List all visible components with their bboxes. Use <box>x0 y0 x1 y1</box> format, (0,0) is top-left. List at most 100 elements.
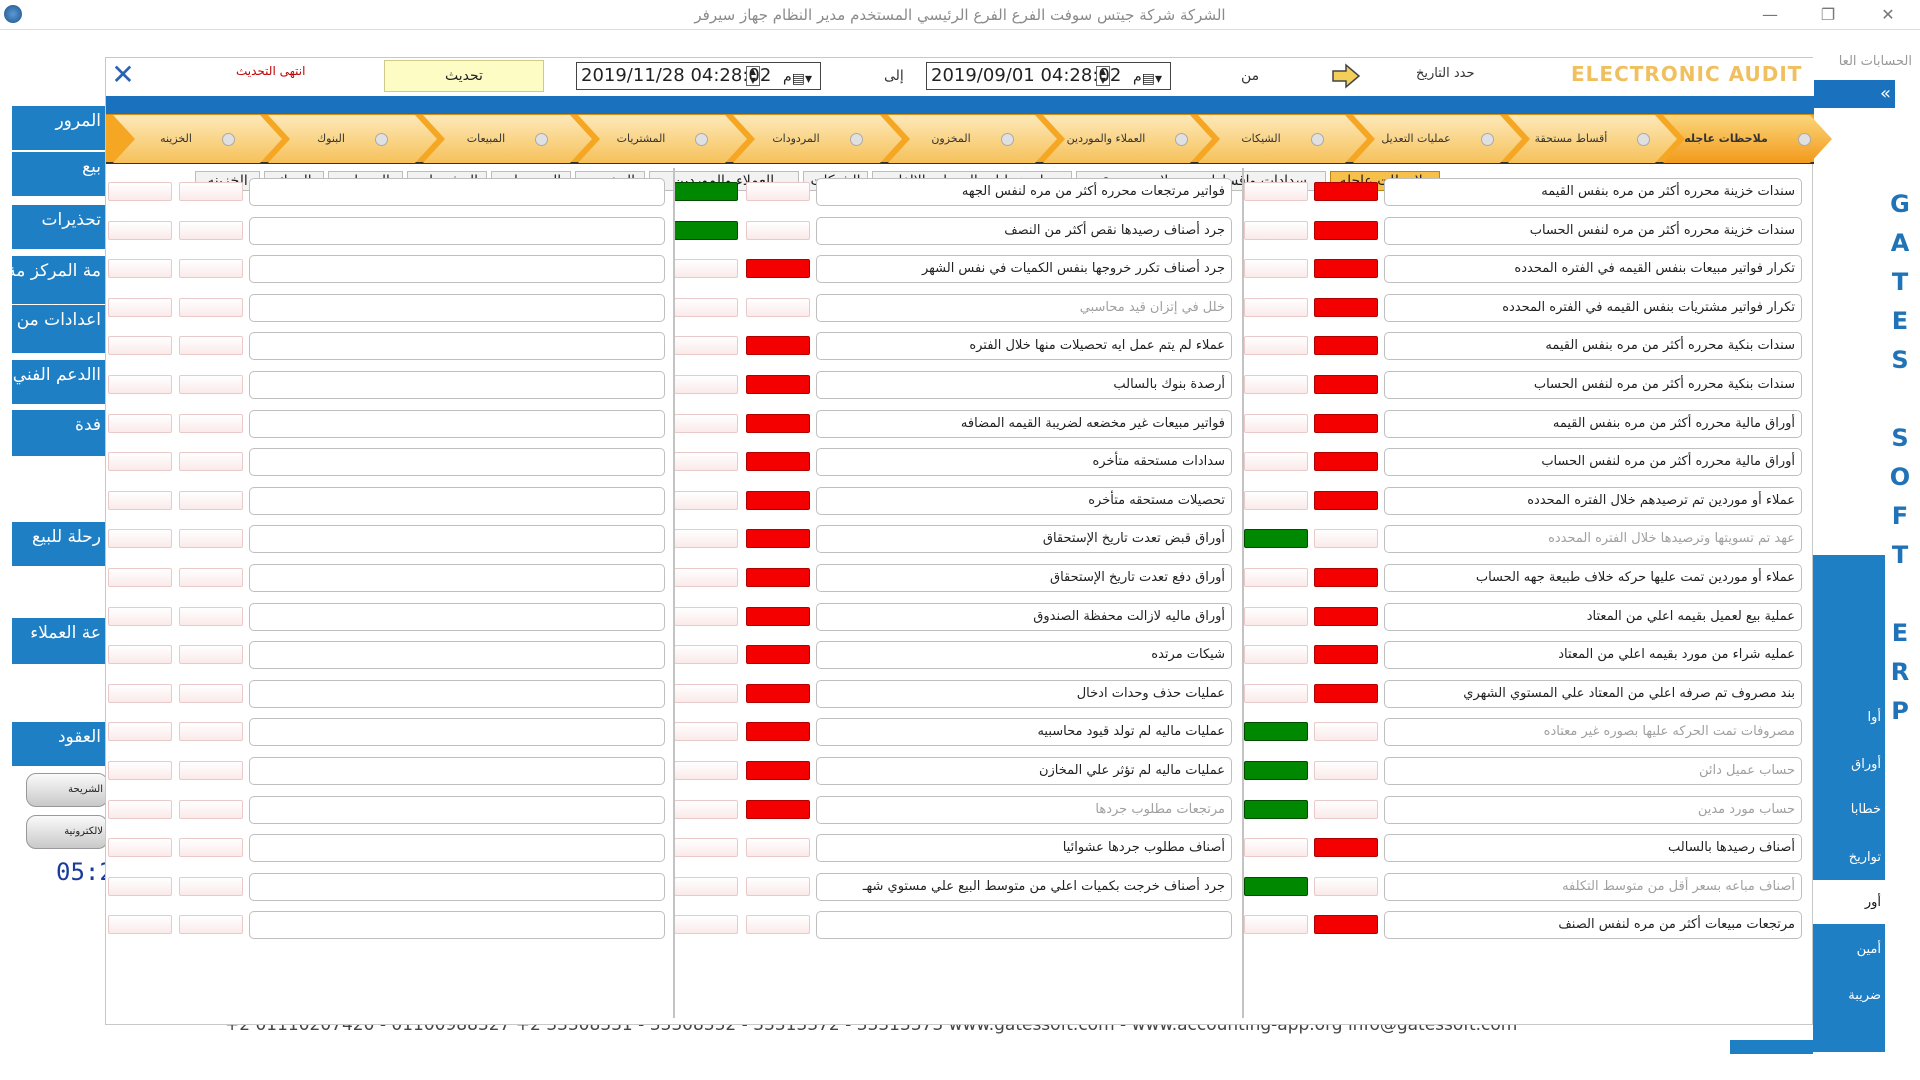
audit-check-label[interactable]: خلل في إتزان قيد محاسبي <box>816 293 1232 322</box>
background-menu-button[interactable]: رحلة للبيع <box>12 522 107 566</box>
audit-step[interactable]: المخزون <box>888 115 1057 163</box>
audit-check-label[interactable]: حساب عميل دائن <box>1384 757 1802 785</box>
from-date-value[interactable]: 2019/09/01 04:28:02 <box>931 65 1122 86</box>
audit-check-label[interactable]: أرصدة بنوك بالسالب <box>816 371 1232 399</box>
audit-check-label[interactable]: سندات خزينة محرره أكثر من مره لنفس الحسا… <box>1384 216 1802 245</box>
audit-check-label[interactable] <box>249 216 665 245</box>
audit-check-label[interactable]: عملاء أو موردين تم ترصيدهم خلال الفتره ا… <box>1384 486 1802 515</box>
background-menu-button[interactable]: مة المركز مة الدخل <box>12 256 107 304</box>
audit-step[interactable]: الشيكات <box>1198 115 1367 163</box>
audit-check-label[interactable]: أوراق دفع تعدت تاريخ الإستحقاق <box>816 564 1232 592</box>
audit-check-label[interactable] <box>249 255 665 284</box>
audit-step[interactable]: المشتريات <box>578 115 747 163</box>
background-menu-button[interactable]: اعدادات من <box>12 305 107 353</box>
audit-check-label[interactable]: عمليات ماليه لم تؤثر علي المخازن <box>816 757 1232 785</box>
background-menu-button[interactable]: بيع <box>12 152 107 196</box>
audit-check-label[interactable] <box>249 448 665 477</box>
to-date-value[interactable]: 2019/11/28 04:28:02 <box>581 65 772 86</box>
to-date-dropdown-icon[interactable]: ▤▾ <box>791 71 812 87</box>
audit-check-label[interactable] <box>249 834 665 863</box>
audit-check-label[interactable]: أصناف مباعه بسعر أقل من متوسط التكلفه <box>1384 872 1802 901</box>
audit-check-label[interactable]: مصروفات تمت الحركه عليها بصوره غير معتاد… <box>1384 718 1802 747</box>
background-right-item[interactable]: أوا <box>1867 710 1881 725</box>
background-right-item[interactable]: خطابا <box>1850 802 1881 817</box>
audit-check-label[interactable]: أوراق مالية محرره أكثر من مره بنفس القيم… <box>1384 409 1802 438</box>
close-window-button[interactable]: ✕ <box>1881 5 1895 24</box>
audit-check-label[interactable]: جرد أصناف رصيدها نقص أكثر من النصف <box>816 216 1232 245</box>
audit-check-label[interactable]: شيكات مرتده <box>816 641 1232 670</box>
collapse-icon[interactable]: « <box>1813 80 1895 108</box>
minimize-button[interactable]: — <box>1762 5 1778 24</box>
to-date-picker[interactable]: 2019/11/28 04:28:02 م ▲ ▼ ▤▾ <box>576 62 821 90</box>
audit-check-label[interactable]: أوراق قبض تعدت تاريخ الإستحقاق <box>816 525 1232 554</box>
from-date-dropdown-icon[interactable]: ▤▾ <box>1141 71 1162 87</box>
audit-check-label[interactable]: جرد أصناف خرجت بكميات اعلي من متوسط البي… <box>816 872 1232 901</box>
audit-check-label[interactable]: عهد تم تسويتها وترصيدها خلال الفتره المح… <box>1384 525 1802 554</box>
background-menu-button[interactable]: المرور <box>12 106 107 150</box>
audit-check-label[interactable] <box>249 178 665 206</box>
audit-check-label[interactable] <box>249 718 665 747</box>
audit-check-label[interactable]: مرتجعات مطلوب جردها <box>816 795 1232 824</box>
audit-check-label[interactable]: تكرار فواتير مبيعات بنفس القيمه في الفتر… <box>1384 255 1802 284</box>
background-menu-button[interactable]: عة العملاء <box>12 618 107 664</box>
audit-check-label[interactable] <box>249 911 665 940</box>
audit-check-label[interactable]: فواتير مبيعات غير مخضعه لضريبة القيمه ال… <box>816 409 1232 438</box>
audit-check-label[interactable] <box>249 564 665 592</box>
audit-check-label[interactable] <box>249 641 665 670</box>
audit-check-label[interactable]: تحصيلات مستحقه متأخره <box>816 486 1232 515</box>
refresh-button[interactable]: تحديث <box>384 60 544 92</box>
background-menu-button[interactable]: االدعم الفني <box>12 360 107 404</box>
background-menu-button[interactable]: فدة <box>12 410 107 456</box>
audit-step[interactable]: ملاحظات عاجله <box>1663 115 1832 163</box>
audit-check-label[interactable]: مرتجعات مبيعات أكثر من مره لنفس الصنف <box>1384 911 1802 940</box>
audit-check-label[interactable] <box>249 679 665 708</box>
background-right-item[interactable]: أمين <box>1856 942 1881 957</box>
audit-check-label[interactable]: عملاء أو موردين تمت عليها حركه خلاف طبيع… <box>1384 564 1802 592</box>
audit-check-label[interactable]: فواتير مرتجعات محرره أكثر من مره لنفس ال… <box>816 178 1232 206</box>
audit-check-label[interactable]: سندات بنكية محرره أكثر من مره لنفس الحسا… <box>1384 371 1802 399</box>
audit-check-label[interactable]: بند مصروف تم صرفه اعلي من المعتاد علي ال… <box>1384 679 1802 708</box>
audit-step[interactable]: أقساط مستحقة <box>1508 115 1677 163</box>
audit-check-label[interactable] <box>249 525 665 554</box>
audit-check-label[interactable]: سندات خزينة محرره أكثر من مره بنفس القيم… <box>1384 178 1802 206</box>
background-menu-button[interactable]: العقود <box>12 722 107 766</box>
background-right-item[interactable]: أوراق <box>1851 757 1881 772</box>
audit-check-label[interactable]: عملية بيع لعميل بقيمه اعلي من المعتاد <box>1384 602 1802 631</box>
audit-step[interactable]: الخزينه <box>113 115 282 163</box>
audit-check-label[interactable] <box>249 409 665 438</box>
audit-check-label[interactable]: أصناف مطلوب جردها عشوائيا <box>816 834 1232 863</box>
audit-check-label[interactable]: أصناف رصيدها بالسالب <box>1384 834 1802 863</box>
audit-check-label[interactable]: عمليات حذف وحدات ادخال <box>816 679 1232 708</box>
audit-check-label[interactable] <box>249 795 665 824</box>
background-right-item[interactable]: أور <box>1864 895 1881 910</box>
background-pill-1[interactable]: الشريحة <box>26 773 108 807</box>
audit-check-label[interactable] <box>249 371 665 399</box>
audit-check-label[interactable]: حساب مورد مدين <box>1384 795 1802 824</box>
audit-step[interactable]: البنوك <box>268 115 437 163</box>
audit-check-label[interactable]: سدادات مستحقه متأخره <box>816 448 1232 477</box>
audit-check-label[interactable] <box>249 757 665 785</box>
audit-check-label[interactable] <box>249 332 665 361</box>
from-date-picker[interactable]: 2019/09/01 04:28:02 م ▲ ▼ ▤▾ <box>926 62 1171 90</box>
background-menu-button[interactable]: تحذيرات <box>12 205 107 249</box>
audit-check-label[interactable] <box>249 602 665 631</box>
from-date-spinner-icon[interactable]: ▲ ▼ <box>1096 66 1110 86</box>
audit-check-label[interactable]: عمليات ماليه لم تولد قيود محاسبيه <box>816 718 1232 747</box>
audit-check-label[interactable]: أوراق مالية محرره أكثر من مره لنفس الحسا… <box>1384 448 1802 477</box>
audit-check-label[interactable]: عمليه شراء من مورد بقيمه اعلي من المعتاد <box>1384 641 1802 670</box>
audit-check-label[interactable]: تكرار فواتير مشتريات بنفس القيمه في الفت… <box>1384 293 1802 322</box>
audit-check-label[interactable]: جرد أصناف تكرر خروجها بنفس الكميات في نف… <box>816 255 1232 284</box>
audit-check-label[interactable]: عملاء لم يتم عمل ايه تحصيلات منها خلال ا… <box>816 332 1232 361</box>
background-right-item[interactable]: ضريبة <box>1848 988 1881 1003</box>
background-right-item[interactable]: تواريخ <box>1848 850 1881 865</box>
audit-check-label[interactable] <box>816 911 1232 940</box>
audit-check-label[interactable]: أوراق ماليه لازالت محفظة الصندوق <box>816 602 1232 631</box>
audit-check-label[interactable] <box>249 872 665 901</box>
audit-check-label[interactable] <box>249 293 665 322</box>
audit-check-label[interactable]: سندات بنكية محرره أكثر من مره بنفس القيم… <box>1384 332 1802 361</box>
audit-step[interactable]: العملاء والموردين <box>1043 115 1212 163</box>
audit-check-label[interactable] <box>249 486 665 515</box>
audit-step[interactable]: المبيعات <box>423 115 592 163</box>
close-icon[interactable]: ✕ <box>111 58 135 91</box>
to-date-spinner-icon[interactable]: ▲ ▼ <box>746 66 760 86</box>
